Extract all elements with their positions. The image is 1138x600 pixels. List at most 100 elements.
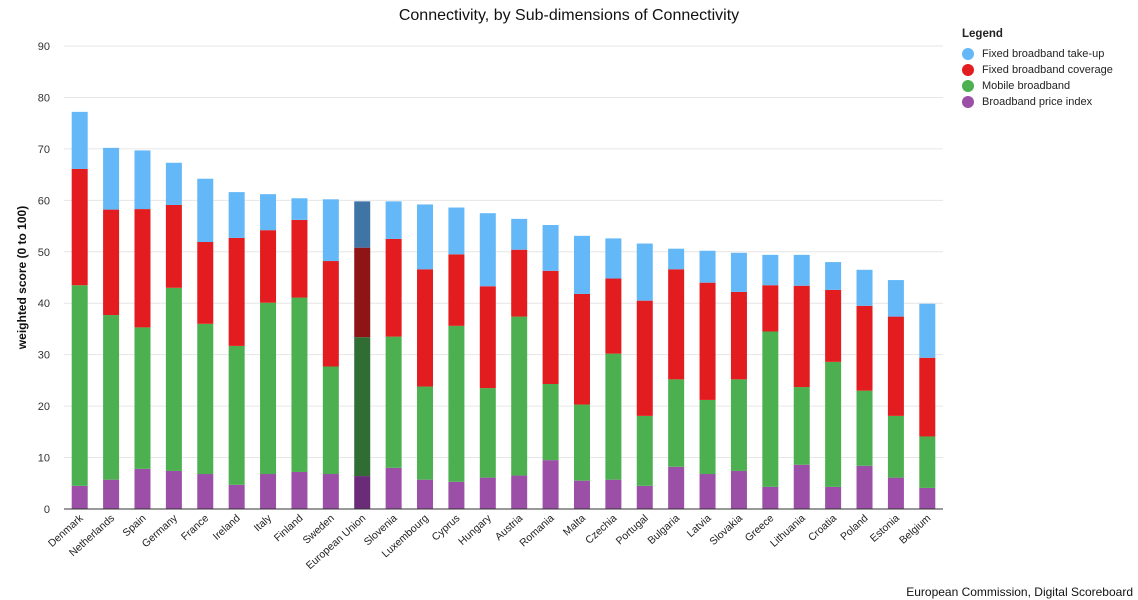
bar-segment-broadband-price-index[interactable]: Lithuania – Broadband price index: 8.6 [793,464,810,509]
bar-segment-broadband-price-index[interactable]: Belgium – Broadband price index: 4.1 [919,487,936,509]
bar-segment-fixed-broadband-coverage[interactable]: Spain – Fixed broadband coverage: 23 [134,209,151,328]
bar-segment-fixed-broadband-take-up[interactable]: Greece – Fixed broadband take-up: 5.9 [762,254,779,286]
bar-segment-broadband-price-index[interactable]: Luxembourg – Broadband price index: 5.7 [417,479,434,509]
bar-segment-fixed-broadband-take-up[interactable]: Lithuania – Fixed broadband take-up: 6 [793,254,810,286]
bar-segment-fixed-broadband-take-up[interactable]: Estonia – Fixed broadband take-up: 7.1 [887,280,904,317]
bar-segment-fixed-broadband-coverage[interactable]: Estonia – Fixed broadband coverage: 19.3 [887,316,904,416]
bar-segment-broadband-price-index[interactable]: Austria – Broadband price index: 6.5 [511,475,528,509]
bar-segment-broadband-price-index[interactable]: Cyprus – Broadband price index: 5.3 [448,481,465,509]
bar-segment-mobile-broadband[interactable]: European Union – Mobile broadband: 27 [354,337,371,477]
bar-segment-broadband-price-index[interactable]: Malta – Broadband price index: 5.5 [573,480,590,509]
bar-segment-fixed-broadband-coverage[interactable]: Portugal – Fixed broadband coverage: 22.… [636,300,653,416]
bar-segment-fixed-broadband-coverage[interactable]: Finland – Fixed broadband coverage: 15.1 [291,219,308,298]
bar-segment-fixed-broadband-take-up[interactable]: Malta – Fixed broadband take-up: 11.3 [573,235,590,294]
bar-segment-mobile-broadband[interactable]: Greece – Mobile broadband: 30.2 [762,331,779,487]
bar-segment-mobile-broadband[interactable]: Italy – Mobile broadband: 33.3 [260,302,277,475]
bar-segment-broadband-price-index[interactable]: Greece – Broadband price index: 4.3 [762,486,779,509]
bar-segment-fixed-broadband-coverage[interactable]: Lithuania – Fixed broadband coverage: 19… [793,285,810,388]
bar-segment-mobile-broadband[interactable]: Lithuania – Mobile broadband: 15.1 [793,387,810,465]
bar-segment-mobile-broadband[interactable]: Latvia – Mobile broadband: 14.4 [699,399,716,475]
legend-item-fixed-broadband-coverage[interactable]: Fixed broadband coverage [962,62,1113,78]
bar-segment-broadband-price-index[interactable]: Romania – Broadband price index: 9.5 [542,460,559,509]
bar-segment-fixed-broadband-take-up[interactable]: Belgium – Fixed broadband take-up: 10.5 [919,303,936,358]
bar-segment-fixed-broadband-take-up[interactable]: Spain – Fixed broadband take-up: 11.4 [134,150,151,210]
bar-segment-fixed-broadband-take-up[interactable]: Poland – Fixed broadband take-up: 7 [856,269,873,306]
bar-segment-broadband-price-index[interactable]: Ireland – Broadband price index: 4.7 [228,484,245,509]
bar-segment-broadband-price-index[interactable]: Portugal – Broadband price index: 4.5 [636,485,653,509]
bar-segment-fixed-broadband-take-up[interactable]: Denmark – Fixed broadband take-up: 11.1 [71,111,88,169]
bar-segment-fixed-broadband-coverage[interactable]: Sweden – Fixed broadband coverage: 20.5 [322,261,339,367]
bar-segment-fixed-broadband-coverage[interactable]: Cyprus – Fixed broadband coverage: 13.9 [448,254,465,326]
bar-segment-broadband-price-index[interactable]: Slovenia – Broadband price index: 8 [385,467,402,509]
bar-segment-broadband-price-index[interactable]: Croatia – Broadband price index: 4.3 [825,486,842,509]
bar-segment-fixed-broadband-take-up[interactable]: Italy – Fixed broadband take-up: 7 [260,194,277,231]
bar-segment-mobile-broadband[interactable]: Poland – Mobile broadband: 14.6 [856,390,873,466]
bar-segment-fixed-broadband-coverage[interactable]: Bulgaria – Fixed broadband coverage: 21.… [668,269,685,380]
bar-segment-mobile-broadband[interactable]: Belgium – Mobile broadband: 10 [919,436,936,488]
bar-segment-mobile-broadband[interactable]: France – Mobile broadband: 29.2 [197,323,214,475]
bar-segment-fixed-broadband-take-up[interactable]: Ireland – Fixed broadband take-up: 8.9 [228,192,245,238]
bar-segment-fixed-broadband-take-up[interactable]: France – Fixed broadband take-up: 12.3 [197,178,214,243]
bar-segment-fixed-broadband-take-up[interactable]: Slovenia – Fixed broadband take-up: 7.3 [385,201,402,239]
bar-segment-mobile-broadband[interactable]: Austria – Mobile broadband: 30.9 [511,316,528,476]
bar-segment-mobile-broadband[interactable]: Slovenia – Mobile broadband: 25.5 [385,336,402,468]
bar-segment-mobile-broadband[interactable]: Hungary – Mobile broadband: 17.4 [479,388,496,478]
bar-segment-fixed-broadband-take-up[interactable]: Austria – Fixed broadband take-up: 6 [511,218,528,250]
bar-segment-fixed-broadband-take-up[interactable]: Romania – Fixed broadband take-up: 8.9 [542,225,559,271]
bar-segment-fixed-broadband-coverage[interactable]: Poland – Fixed broadband coverage: 16.5 [856,305,873,391]
bar-segment-mobile-broadband[interactable]: Netherlands – Mobile broadband: 32 [103,315,120,480]
bar-segment-mobile-broadband[interactable]: Slovakia – Mobile broadband: 17.8 [730,379,747,471]
bar-segment-mobile-broadband[interactable]: Sweden – Mobile broadband: 20.9 [322,366,339,475]
bar-segment-fixed-broadband-coverage[interactable]: Italy – Fixed broadband coverage: 14.1 [260,230,277,303]
bar-segment-fixed-broadband-take-up[interactable]: Portugal – Fixed broadband take-up: 11.1 [636,243,653,301]
bar-segment-fixed-broadband-coverage[interactable]: Luxembourg – Fixed broadband coverage: 2… [417,269,434,387]
bar-segment-broadband-price-index[interactable]: Finland – Broadband price index: 7.2 [291,471,308,509]
bar-segment-mobile-broadband[interactable]: Croatia – Mobile broadband: 24.3 [825,361,842,487]
bar-segment-fixed-broadband-take-up[interactable]: Croatia – Fixed broadband take-up: 5.4 [825,262,842,290]
bar-segment-mobile-broadband[interactable]: Malta – Mobile broadband: 14.8 [573,404,590,481]
bar-segment-mobile-broadband[interactable]: Germany – Mobile broadband: 35.6 [165,287,182,471]
bar-segment-broadband-price-index[interactable]: Hungary – Broadband price index: 6.1 [479,477,496,509]
legend-item-fixed-broadband-take-up[interactable]: Fixed broadband take-up [962,46,1113,62]
bar-segment-fixed-broadband-take-up[interactable]: Germany – Fixed broadband take-up: 8.2 [165,162,182,205]
bar-segment-broadband-price-index[interactable]: Netherlands – Broadband price index: 5.7 [103,479,120,509]
bar-segment-broadband-price-index[interactable]: Latvia – Broadband price index: 6.8 [699,474,716,509]
bar-segment-fixed-broadband-coverage[interactable]: France – Fixed broadband coverage: 15.9 [197,242,214,324]
bar-segment-broadband-price-index[interactable]: Slovakia – Broadband price index: 7.4 [730,470,747,509]
bar-segment-broadband-price-index[interactable]: Estonia – Broadband price index: 6.1 [887,477,904,509]
bar-segment-mobile-broadband[interactable]: Bulgaria – Mobile broadband: 17 [668,379,685,467]
bar-segment-mobile-broadband[interactable]: Spain – Mobile broadband: 27.5 [134,327,151,469]
bar-segment-fixed-broadband-coverage[interactable]: Austria – Fixed broadband coverage: 13 [511,249,528,317]
bar-segment-mobile-broadband[interactable]: Cyprus – Mobile broadband: 30.3 [448,325,465,482]
bar-segment-fixed-broadband-coverage[interactable]: Latvia – Fixed broadband coverage: 22.8 [699,282,716,400]
bar-segment-fixed-broadband-coverage[interactable]: Belgium – Fixed broadband coverage: 15.3 [919,357,936,437]
bar-segment-broadband-price-index[interactable]: Poland – Broadband price index: 8.4 [856,465,873,509]
bar-segment-fixed-broadband-coverage[interactable]: Romania – Fixed broadband coverage: 22 [542,270,559,384]
bar-segment-mobile-broadband[interactable]: Romania – Mobile broadband: 14.8 [542,383,559,461]
bar-segment-broadband-price-index[interactable]: Germany – Broadband price index: 7.4 [165,470,182,509]
bar-segment-broadband-price-index[interactable]: Czechia – Broadband price index: 5.7 [605,479,622,509]
bar-segment-broadband-price-index[interactable]: Spain – Broadband price index: 7.8 [134,468,151,509]
legend-item-mobile-broadband[interactable]: Mobile broadband [962,78,1113,94]
bar-segment-fixed-broadband-take-up[interactable]: Bulgaria – Fixed broadband take-up: 4 [668,248,685,270]
bar-segment-fixed-broadband-coverage[interactable]: Czechia – Fixed broadband coverage: 14.6 [605,278,622,354]
bar-segment-fixed-broadband-take-up[interactable]: Finland – Fixed broadband take-up: 4.2 [291,198,308,220]
bar-segment-broadband-price-index[interactable]: Bulgaria – Broadband price index: 8.2 [668,466,685,509]
bar-segment-fixed-broadband-coverage[interactable]: Denmark – Fixed broadband coverage: 22.6 [71,168,88,286]
bar-segment-fixed-broadband-take-up[interactable]: Czechia – Fixed broadband take-up: 7.8 [605,238,622,279]
bar-segment-broadband-price-index[interactable]: European Union – Broadband price index: … [354,476,371,509]
bar-segment-fixed-broadband-take-up[interactable]: Cyprus – Fixed broadband take-up: 9.1 [448,207,465,255]
bar-segment-mobile-broadband[interactable]: Estonia – Mobile broadband: 12 [887,415,904,478]
bar-segment-broadband-price-index[interactable]: Denmark – Broadband price index: 4.5 [71,485,88,509]
bar-segment-broadband-price-index[interactable]: Italy – Broadband price index: 6.8 [260,474,277,509]
bar-segment-fixed-broadband-coverage[interactable]: Slovenia – Fixed broadband coverage: 19 [385,238,402,337]
bar-segment-fixed-broadband-take-up[interactable]: Sweden – Fixed broadband take-up: 12 [322,199,339,262]
bar-segment-fixed-broadband-coverage[interactable]: Ireland – Fixed broadband coverage: 21 [228,237,245,346]
bar-segment-mobile-broadband[interactable]: Finland – Mobile broadband: 33.9 [291,297,308,472]
bar-segment-fixed-broadband-coverage[interactable]: Germany – Fixed broadband coverage: 16.1 [165,204,182,288]
legend-item-broadband-price-index[interactable]: Broadband price index [962,94,1113,110]
bar-segment-mobile-broadband[interactable]: Portugal – Mobile broadband: 13.6 [636,415,653,486]
bar-segment-broadband-price-index[interactable]: France – Broadband price index: 6.8 [197,474,214,509]
bar-segment-fixed-broadband-coverage[interactable]: Greece – Fixed broadband coverage: 9 [762,285,779,332]
bar-segment-fixed-broadband-take-up[interactable]: Slovakia – Fixed broadband take-up: 7.6 [730,252,747,292]
